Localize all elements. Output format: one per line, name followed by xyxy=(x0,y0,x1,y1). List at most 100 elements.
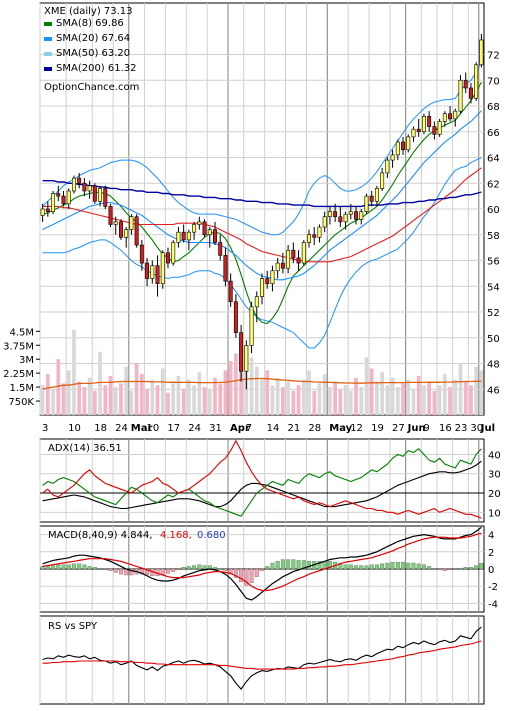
candle-down xyxy=(77,177,82,184)
macd-histogram-bar xyxy=(432,567,437,570)
macd-histogram-bar xyxy=(129,568,134,576)
candle-up xyxy=(192,224,197,233)
macd-histogram-bar xyxy=(244,568,249,586)
candle-up xyxy=(275,262,280,272)
macd-histogram-bar xyxy=(218,568,223,570)
candle-down xyxy=(463,79,468,89)
x-tick-label: 12 xyxy=(350,423,363,434)
volume-bar xyxy=(395,387,400,415)
candle-up xyxy=(160,252,165,284)
candle-down xyxy=(92,185,97,202)
price-y-tick-label: 46 xyxy=(487,385,500,396)
volume-y-tick-label: 750K xyxy=(8,397,34,408)
macd-histogram-bar xyxy=(98,567,103,570)
macd-histogram-bar xyxy=(176,568,181,571)
volume-bar xyxy=(406,379,411,415)
macd-histogram-bar xyxy=(359,565,364,570)
macd-histogram-bar xyxy=(411,562,416,570)
price-y-tick-label: 68 xyxy=(487,102,500,113)
volume-bar xyxy=(228,361,233,415)
macd-histogram-bar xyxy=(92,567,97,570)
x-tick-label: Jul xyxy=(480,423,495,434)
volume-bar xyxy=(93,390,97,415)
x-tick-label: May xyxy=(329,423,352,434)
macd-histogram-bar xyxy=(239,568,244,583)
macd-histogram-bar xyxy=(291,559,296,570)
volume-bar xyxy=(129,390,134,415)
macd-y-tick-label: 0 xyxy=(488,565,494,576)
adx-series-line xyxy=(42,447,482,517)
candle-down xyxy=(56,193,61,197)
x-tick-label: 24 xyxy=(115,423,128,434)
volume-bar xyxy=(422,385,426,415)
volume-bar xyxy=(307,370,311,415)
candle-up xyxy=(71,177,76,192)
volume-bar xyxy=(296,385,301,415)
candle-up xyxy=(364,195,369,212)
price-y-tick-label: 66 xyxy=(487,128,500,139)
volume-bar xyxy=(328,387,332,415)
macd-histogram-bar xyxy=(296,560,301,570)
volume-bar xyxy=(249,357,254,415)
volume-bar xyxy=(260,379,264,415)
price-y-tick-label: 58 xyxy=(487,231,500,242)
macd-histogram-bar xyxy=(468,567,473,570)
volume-bar xyxy=(192,385,196,415)
candle-down xyxy=(155,265,160,284)
adx-y-tick-label: 10 xyxy=(488,508,501,519)
candle-up xyxy=(307,234,311,243)
volume-bar xyxy=(66,370,71,415)
volume-bar xyxy=(40,385,45,415)
macd-series-line xyxy=(42,526,482,601)
volume-bar xyxy=(286,381,290,415)
macd-histogram-bar xyxy=(77,563,82,570)
candle-down xyxy=(432,126,437,135)
volume-bar xyxy=(317,383,322,415)
volume-y-tick-label: 2.25M xyxy=(3,369,34,380)
macd-histogram-bar xyxy=(113,568,118,573)
candle-down xyxy=(103,188,108,207)
candle-up xyxy=(479,39,484,66)
volume-bar xyxy=(427,381,431,415)
volume-bar xyxy=(453,379,458,415)
macd-histogram-bar xyxy=(338,562,343,570)
volume-bar xyxy=(134,362,139,415)
volume-bar xyxy=(155,385,160,415)
volume-bar xyxy=(343,385,348,415)
candle-down xyxy=(265,278,270,284)
volume-bar xyxy=(281,387,285,415)
adx-title: ADX(14) 36.51 xyxy=(48,443,122,454)
volume-bar xyxy=(359,387,364,415)
volume-bar xyxy=(77,381,82,415)
legend-label-1: SMA(20) 67.64 xyxy=(56,33,130,44)
price-y-tick-label: 52 xyxy=(487,308,500,319)
volume-bar xyxy=(254,366,259,415)
legend-swatch-2 xyxy=(44,52,52,56)
candle-down xyxy=(448,113,453,120)
volume-bar xyxy=(385,385,390,415)
candle-down xyxy=(354,211,358,220)
adx-y-tick-label: 40 xyxy=(488,450,501,461)
sma-line-sma200 xyxy=(42,180,482,208)
x-tick-label: Jun xyxy=(407,423,426,434)
price-y-tick-label: 62 xyxy=(487,179,500,190)
macd-histogram-bar xyxy=(145,568,150,576)
volume-bar xyxy=(197,372,202,415)
volume-bar xyxy=(187,379,191,415)
candle-down xyxy=(416,128,421,133)
candle-up xyxy=(385,159,390,174)
x-tick-label: 24 xyxy=(188,423,201,434)
candle-down xyxy=(223,255,228,282)
volume-bar xyxy=(437,385,442,415)
candle-down xyxy=(45,208,50,212)
volume-bar xyxy=(469,385,473,415)
candle-up xyxy=(395,141,400,156)
macd-histogram-value: 0.680 xyxy=(197,530,226,541)
macd-histogram-bar xyxy=(66,564,71,570)
macd-histogram-bar xyxy=(479,563,484,570)
candle-down xyxy=(312,234,317,238)
candle-up xyxy=(260,278,264,297)
candle-up xyxy=(249,306,254,346)
macd-histogram-bar xyxy=(202,565,207,570)
volume-y-tick-label: 3.75M xyxy=(3,341,34,352)
